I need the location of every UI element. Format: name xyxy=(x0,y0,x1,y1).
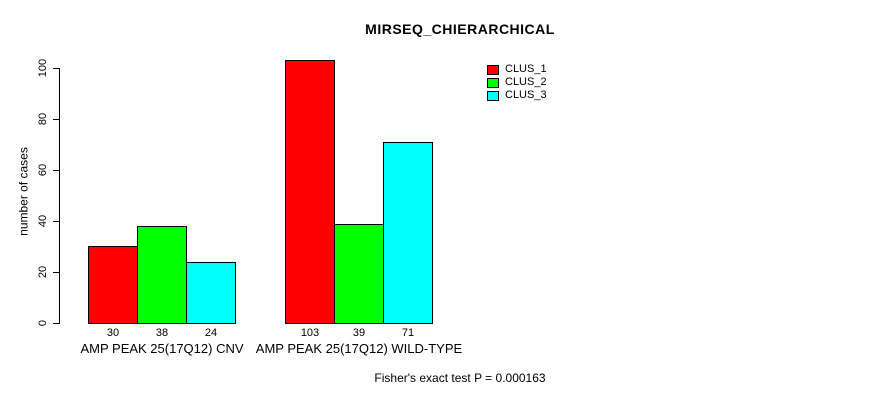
bar-clus_3 xyxy=(186,262,236,324)
bar-clus_2 xyxy=(334,224,384,324)
bar-value-label: 39 xyxy=(352,327,366,339)
y-axis-tick-label: 40 xyxy=(37,214,49,228)
y-axis-tick xyxy=(53,323,59,324)
group-label: AMP PEAK 25(17Q12) WILD-TYPE xyxy=(255,341,463,356)
legend-swatch-icon xyxy=(487,64,499,75)
y-axis-tick xyxy=(53,272,59,273)
legend-label: CLUS_3 xyxy=(505,89,547,101)
legend-item: CLUS_2 xyxy=(487,76,547,89)
legend-item: CLUS_3 xyxy=(487,89,547,102)
y-axis-tick xyxy=(53,170,59,171)
legend-swatch-icon xyxy=(487,77,499,88)
y-axis-tick-label: 100 xyxy=(37,58,49,78)
bar-value-label: 71 xyxy=(401,327,415,339)
y-axis-tick-label: 60 xyxy=(37,163,49,177)
bar-clus_1 xyxy=(285,60,335,324)
y-axis-tick-label: 0 xyxy=(37,319,49,327)
bar-value-label: 103 xyxy=(300,327,320,339)
legend-label: CLUS_1 xyxy=(505,63,547,75)
y-axis-tick xyxy=(53,221,59,222)
bar-value-label: 38 xyxy=(155,327,169,339)
y-axis-tick xyxy=(53,68,59,69)
bar-value-label: 24 xyxy=(204,327,218,339)
y-axis-label: number of cases xyxy=(16,147,31,236)
footer-note: Fisher's exact test P = 0.000163 xyxy=(374,371,546,385)
chart-title: MIRSEQ_CHIERARCHICAL xyxy=(365,21,555,37)
y-axis-line xyxy=(59,68,60,324)
y-axis-tick xyxy=(53,119,59,120)
legend-item: CLUS_1 xyxy=(487,63,547,76)
legend-label: CLUS_2 xyxy=(505,76,547,88)
y-axis-tick-label: 80 xyxy=(37,112,49,126)
group-label: AMP PEAK 25(17Q12) CNV xyxy=(80,341,244,356)
bar-clus_1 xyxy=(88,246,138,324)
bar-value-label: 30 xyxy=(106,327,120,339)
legend: CLUS_1 CLUS_2 CLUS_3 xyxy=(487,63,547,102)
legend-swatch-icon xyxy=(487,90,499,101)
bar-clus_2 xyxy=(137,226,187,324)
y-axis-tick-label: 20 xyxy=(37,265,49,279)
bar-clus_3 xyxy=(383,142,433,324)
